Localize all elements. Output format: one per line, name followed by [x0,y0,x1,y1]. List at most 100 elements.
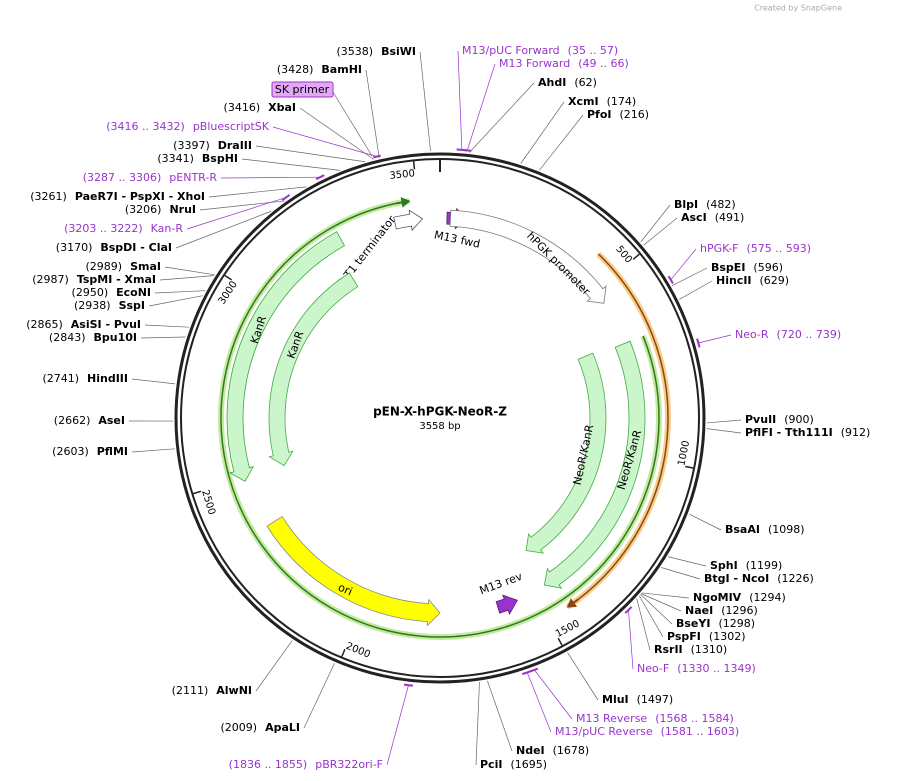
primer-leader [386,685,409,766]
enzyme: BspEI (596) [671,261,783,287]
enzyme-text: (2843) [49,331,86,344]
enzyme-leader [640,204,671,243]
sk-primer-box [271,81,334,98]
enzyme-label: (3261) PaeR7I - PspXI - XhoI [30,190,205,203]
primer-text: M13/pUC Forward [462,44,560,57]
enzyme: MluI (1497) [567,652,674,706]
tick-label: 3500 [389,168,415,182]
primer-text: (3287 .. 3306) [83,171,162,184]
enzyme-label: (2989) SmaI [86,260,161,273]
enzyme-label: (2865) AsiSI - PvuI [26,318,141,331]
enzyme: (3416) XbaI [224,101,374,160]
primer-text: (3416 .. 3432) [106,120,185,133]
primer-text: (35 .. 57) [568,44,619,57]
primer-text: Neo-F [637,662,669,675]
enzyme: (3170) BspDI - ClaI [56,210,272,254]
enzyme-leader [164,266,215,276]
enzyme-text: BlpI [674,198,698,211]
enzyme-text: BtgI - NcoI [704,572,769,585]
enzyme-text: (1497) [637,693,674,706]
enzyme-text: DraIII [218,139,252,152]
enzyme-label: (2843) Bpu10I [49,331,137,344]
enzyme: (2741) HindIII [42,372,176,385]
primer-site [403,683,414,687]
feature-label: M13 rev [478,570,525,598]
enzyme-text: BspDI - ClaI [100,241,172,254]
enzyme-label: BsaAI (1098) [725,523,805,536]
orf-head [566,598,579,608]
enzyme-leader [148,295,203,307]
enzyme: (3206) NruI [125,200,285,216]
enzyme-text: (491) [715,211,745,224]
enzyme: RsrII (1310) [636,598,728,656]
enzyme-text: (3206) [125,203,162,216]
enzyme-label: PvuII (900) [745,413,814,426]
primer-site [521,669,533,676]
enzyme-text: (2603) [52,445,89,458]
primer-label: (3287 .. 3306) pENTR-R [83,171,218,184]
enzyme: HincII (629) [679,274,789,300]
enzyme: PvuII (900) [706,413,814,426]
enzyme-label: (3206) NruI [125,203,196,216]
primer: Neo-F (1330 .. 1349) [624,606,756,675]
enzyme-leader [706,419,742,424]
enzyme-leader [640,594,673,625]
primer-leader [457,50,463,150]
enzyme-leader [303,663,335,729]
enzyme-leader [255,640,293,692]
feature-label: ori [336,581,354,599]
tick-mark [557,637,563,646]
enzyme-label: (3428) BamHI [277,63,362,76]
enzyme-label: NdeI (1678) [516,744,589,757]
enzyme-label: (3538) BsiWI [336,45,416,58]
enzyme-text: (2111) [172,684,209,697]
enzyme-text: BsiWI [381,45,416,58]
enzyme-label: (2009) ApaLI [221,721,301,734]
primer-leader [526,672,552,733]
primer-label: M13 Forward (49 .. 66) [499,57,629,70]
enzyme-text: (1310) [691,643,728,656]
enzyme-text: (1678) [553,744,590,757]
primer: M13 Reverse (1568 .. 1584) [530,667,734,725]
tick-label: 1000 [676,440,692,467]
enzyme-text: XbaI [268,101,296,114]
primer-label: (1836 .. 1855) pBR322ori-F [229,758,383,771]
credit: Created by SnapGene [754,4,842,13]
primer: (3203 .. 3222) Kan-R [64,194,291,235]
enzyme-label: (2662) AseI [54,414,125,427]
enzyme-leader [668,556,707,567]
enzyme: (2989) SmaI [86,260,215,276]
enzyme-text: (482) [706,198,736,211]
enzyme-leader [468,82,535,153]
enzyme-leader [640,593,682,612]
enzyme-leader [475,682,480,766]
feature-label: M13 fwd [433,228,481,250]
primer-leader [220,176,321,179]
enzyme-text: PciI [480,758,502,771]
enzyme-label: (2987) TspMI - XmaI [32,273,156,286]
primer-text: (1581 .. 1603) [661,725,740,738]
feature-arrow [543,340,646,589]
enzyme: XcmI (174) [520,95,636,164]
primer-text: pBluescriptSK [193,120,270,133]
primer: M13/pUC Reverse (1581 .. 1603) [521,669,740,738]
tick-mark [632,253,640,260]
primer-leader [272,126,378,157]
enzyme-label: PciI (1695) [480,758,547,771]
enzyme-leader [671,267,708,287]
enzyme-label: PflFI - Tth111I (912) [745,426,870,439]
primer-label: Neo-R (720 .. 739) [735,328,841,341]
enzyme-leader [419,51,431,152]
enzyme: PfoI (216) [539,108,649,171]
enzyme-leader [636,598,651,651]
primer-label: M13/pUC Forward (35 .. 57) [462,44,618,57]
enzyme-text: TspMI - XmaI [77,273,156,286]
enzyme-label: BtgI - NcoI (1226) [704,572,814,585]
enzyme-text: MluI [602,693,629,706]
enzyme: BtgI - NcoI (1226) [661,567,814,585]
primer-site [667,275,674,284]
enzyme-text: AsiSI - PvuI [71,318,141,331]
enzyme-label: BspEI (596) [711,261,783,274]
enzyme-text: (2987) [32,273,69,286]
primer: (1836 .. 1855) pBR322ori-F [229,683,414,771]
